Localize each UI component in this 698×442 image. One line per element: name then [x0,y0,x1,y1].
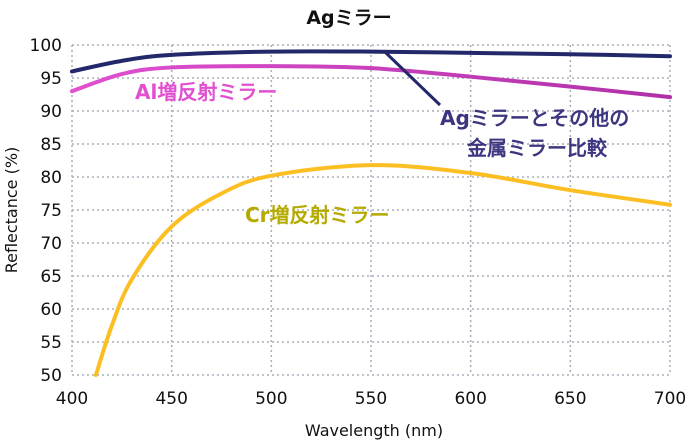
grid [71,44,671,376]
series-line-2 [93,163,672,377]
series-line-0 [70,49,672,74]
y-ticks: 50 55 60 65 70 75 80 85 90 95 100 [30,36,62,386]
y-tick-label: 75 [40,201,62,221]
y-tick-label: 85 [40,135,62,155]
chart-title: Agミラー [306,7,391,29]
series-line-1 [70,64,672,100]
x-tick-label: 500 [255,389,287,409]
y-tick-label: 70 [40,234,62,254]
ag-annotation-line2: 金属ミラー比較 [466,136,608,160]
x-tick-label: 600 [454,389,486,409]
y-tick-label: 60 [40,300,62,320]
y-tick-label: 80 [40,168,62,188]
x-tick-label: 450 [155,389,187,409]
y-tick-label: 100 [30,36,62,56]
y-tick-label: 50 [40,366,62,386]
y-tick-label: 55 [40,333,62,353]
y-axis-label: Reflectance (%) [2,147,21,274]
y-tick-label: 95 [40,69,62,89]
x-tick-label: 650 [554,389,586,409]
x-tick-label: 400 [56,389,88,409]
series-lines [70,49,672,377]
cr-series-label: Cr増反射ミラー [245,203,390,227]
x-tick-label: 700 [654,389,686,409]
x-axis-label: Wavelength (nm) [305,421,443,440]
y-tick-label: 90 [40,102,62,122]
al-series-label: Al増反射ミラー [135,80,277,104]
ag-annotation-leader [383,50,442,107]
y-tick-label: 65 [40,267,62,287]
ag-annotation-line1: Agミラーとその他の [440,106,629,130]
x-tick-label: 550 [355,389,387,409]
x-ticks: 400 450 500 550 600 650 700 [56,389,686,409]
